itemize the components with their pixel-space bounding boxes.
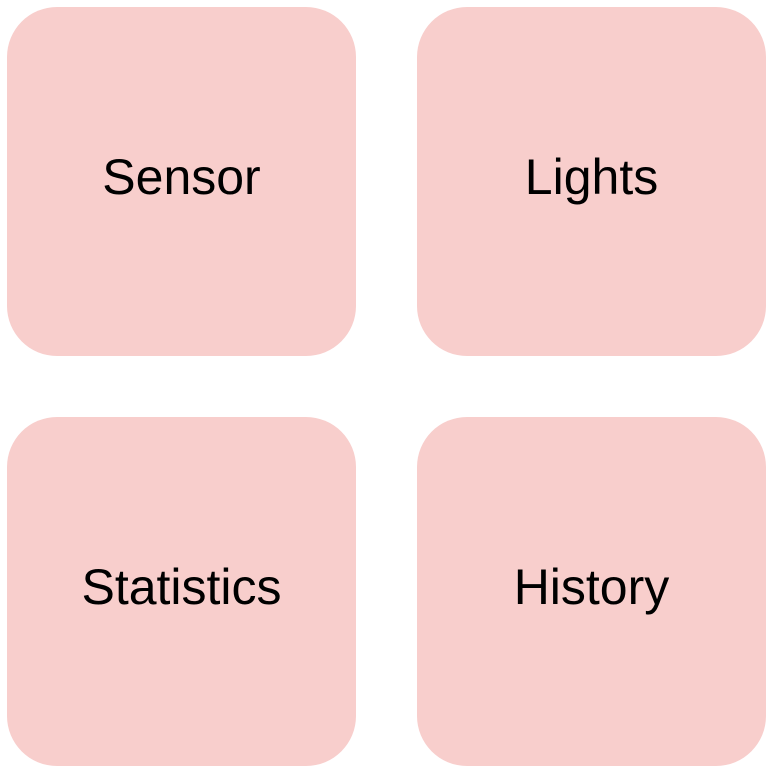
lights-tile-label: Lights bbox=[524, 148, 659, 205]
history-tile-label: History bbox=[513, 558, 670, 615]
statistics-tile[interactable]: Statistics bbox=[7, 417, 356, 766]
sensor-tile-label: Sensor bbox=[102, 148, 261, 205]
lights-tile[interactable]: Lights bbox=[417, 7, 766, 356]
statistics-tile-label: Statistics bbox=[81, 558, 282, 615]
history-tile[interactable]: History bbox=[417, 417, 766, 766]
sensor-tile[interactable]: Sensor bbox=[7, 7, 356, 356]
